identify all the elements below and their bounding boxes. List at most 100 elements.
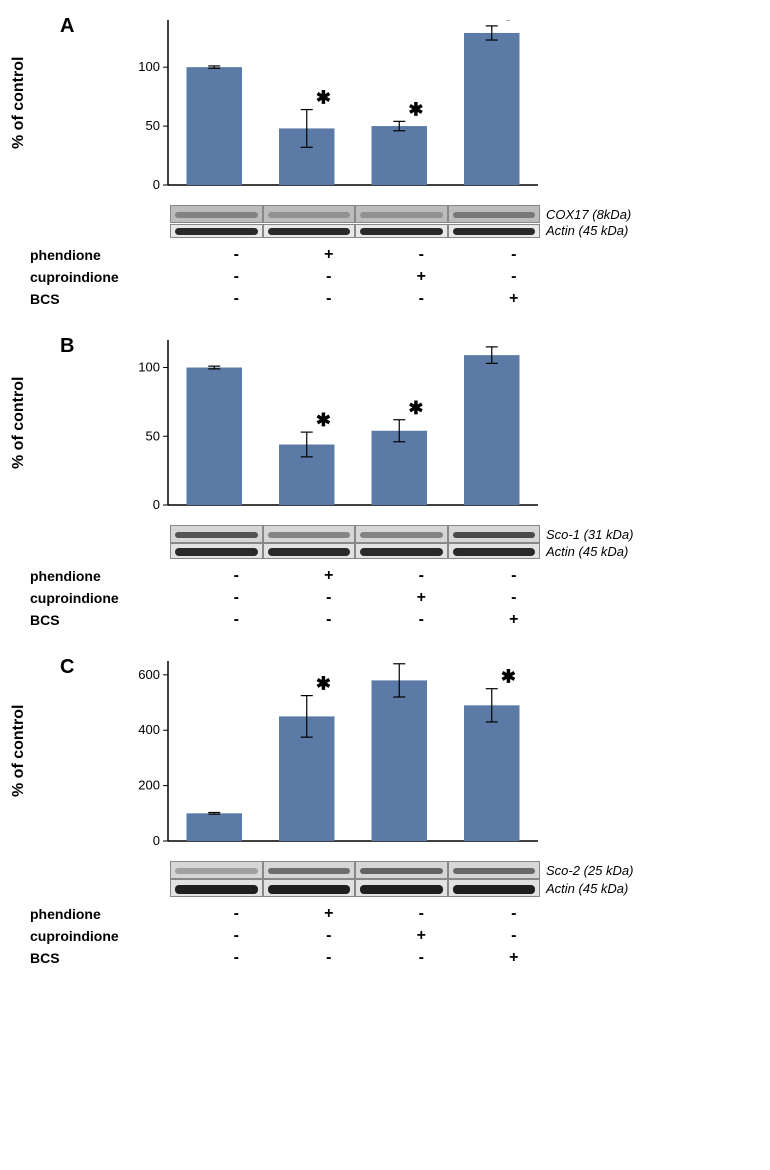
- blot-lanes: [170, 543, 540, 559]
- blot-lanes: [170, 224, 540, 238]
- blot-lane: [448, 543, 541, 559]
- y-tick-label: 200: [138, 778, 160, 793]
- blot-band-inner: [360, 212, 443, 218]
- significance-marker: ✱: [316, 410, 331, 430]
- blot-band-inner: [360, 548, 443, 556]
- bar: [187, 368, 243, 506]
- treatment-table: phendione-+--cuproindione--+-BCS---+: [10, 244, 760, 310]
- treatment-cells: -+--: [190, 567, 560, 585]
- blot-band-inner: [268, 548, 351, 556]
- treatment-cell: -: [468, 567, 561, 585]
- blot-lane: [355, 861, 448, 879]
- y-tick-label: 0: [153, 497, 160, 512]
- blot-row: Actin (45 kDa): [170, 223, 760, 238]
- blot-band-inner: [175, 532, 258, 538]
- bar: [464, 705, 520, 841]
- treatment-row: cuproindione--+-: [10, 925, 760, 947]
- blot-band-inner: [453, 885, 536, 894]
- blot-lane: [263, 205, 356, 223]
- blot-band-inner: [268, 212, 351, 218]
- treatment-row: BCS---+: [10, 288, 760, 310]
- y-tick-label: 50: [146, 428, 160, 443]
- y-tick-label: 0: [153, 177, 160, 192]
- treatment-label: BCS: [10, 291, 190, 307]
- bar: [372, 680, 428, 841]
- blot-row: Actin (45 kDa): [170, 543, 760, 559]
- blot-lane: [170, 224, 263, 238]
- blot-lane: [448, 879, 541, 897]
- bar: [187, 813, 243, 841]
- blot-band-inner: [175, 885, 258, 894]
- treatment-cells: --+-: [190, 927, 560, 945]
- treatment-cell: -: [468, 589, 561, 607]
- blot-stack: Sco-1 (31 kDa)Actin (45 kDa): [170, 525, 760, 559]
- treatment-row: BCS---+: [10, 947, 760, 969]
- treatment-cells: --+-: [190, 268, 560, 286]
- treatment-cell: +: [468, 290, 561, 308]
- blot-label: Sco-2 (25 kDa): [546, 863, 633, 878]
- treatment-cell: -: [190, 927, 283, 945]
- treatment-label: phendione: [10, 247, 190, 263]
- y-axis-label: % of control: [10, 20, 28, 205]
- y-tick-label: 50: [146, 118, 160, 133]
- treatment-label: BCS: [10, 950, 190, 966]
- blot-lane: [263, 879, 356, 897]
- blot-band-inner: [360, 868, 443, 874]
- blot-lane: [170, 205, 263, 223]
- panel-label: A: [60, 15, 74, 38]
- treatment-cell: -: [468, 268, 561, 286]
- treatment-cell: -: [190, 589, 283, 607]
- bar: [372, 126, 428, 185]
- blot-lane: [170, 861, 263, 879]
- significance-marker: ✱: [316, 674, 331, 694]
- panel-B: B% of control050100✱✱Sco-1 (31 kDa)Actin…: [10, 340, 760, 631]
- blot-lanes: [170, 861, 540, 879]
- blot-lane: [263, 525, 356, 543]
- treatment-cells: ---+: [190, 949, 560, 967]
- significance-marker: ✱: [501, 667, 516, 687]
- treatment-row: phendione-+--: [10, 903, 760, 925]
- blot-band-inner: [453, 212, 536, 218]
- treatment-cell: -: [190, 268, 283, 286]
- treatment-cell: -: [468, 246, 561, 264]
- y-tick-label: 400: [138, 722, 160, 737]
- treatment-label: cuproindione: [10, 928, 190, 944]
- significance-marker: ✱: [501, 20, 516, 24]
- treatment-label: BCS: [10, 612, 190, 628]
- treatment-cells: -+--: [190, 246, 560, 264]
- y-tick-label: 100: [138, 59, 160, 74]
- treatment-cells: --+-: [190, 589, 560, 607]
- blot-lane: [355, 879, 448, 897]
- treatment-cell: +: [283, 246, 376, 264]
- blot-label: Actin (45 kDa): [546, 223, 628, 238]
- treatment-cells: ---+: [190, 290, 560, 308]
- blot-lane: [263, 861, 356, 879]
- treatment-cell: -: [468, 905, 561, 923]
- bar-chart: 050100✱✱✱: [123, 20, 538, 195]
- y-tick-label: 0: [153, 833, 160, 848]
- bar: [464, 33, 520, 185]
- chart-row: % of control050100✱✱✱: [10, 20, 760, 205]
- treatment-cell: +: [375, 589, 468, 607]
- treatment-cell: -: [190, 567, 283, 585]
- blot-row: Sco-2 (25 kDa): [170, 861, 760, 879]
- blot-band-inner: [175, 868, 258, 874]
- treatment-cell: -: [283, 589, 376, 607]
- blot-label: Sco-1 (31 kDa): [546, 527, 633, 542]
- blot-lanes: [170, 879, 540, 897]
- treatment-row: cuproindione--+-: [10, 587, 760, 609]
- panel-label: C: [60, 656, 74, 679]
- blot-band-inner: [453, 868, 536, 874]
- treatment-row: BCS---+: [10, 609, 760, 631]
- blot-band-inner: [175, 228, 258, 235]
- significance-marker: ✱: [408, 661, 423, 662]
- y-tick-label: 100: [138, 360, 160, 375]
- treatment-cell: -: [283, 268, 376, 286]
- treatment-cell: -: [190, 905, 283, 923]
- y-axis-label: % of control: [10, 340, 28, 525]
- blot-stack: COX17 (8kDa)Actin (45 kDa): [170, 205, 760, 238]
- treatment-cell: +: [375, 268, 468, 286]
- bar-chart: 0 200 400 600 ✱ ✱ ✱: [123, 661, 538, 851]
- y-tick-label: 600: [138, 667, 160, 682]
- treatment-cell: -: [283, 611, 376, 629]
